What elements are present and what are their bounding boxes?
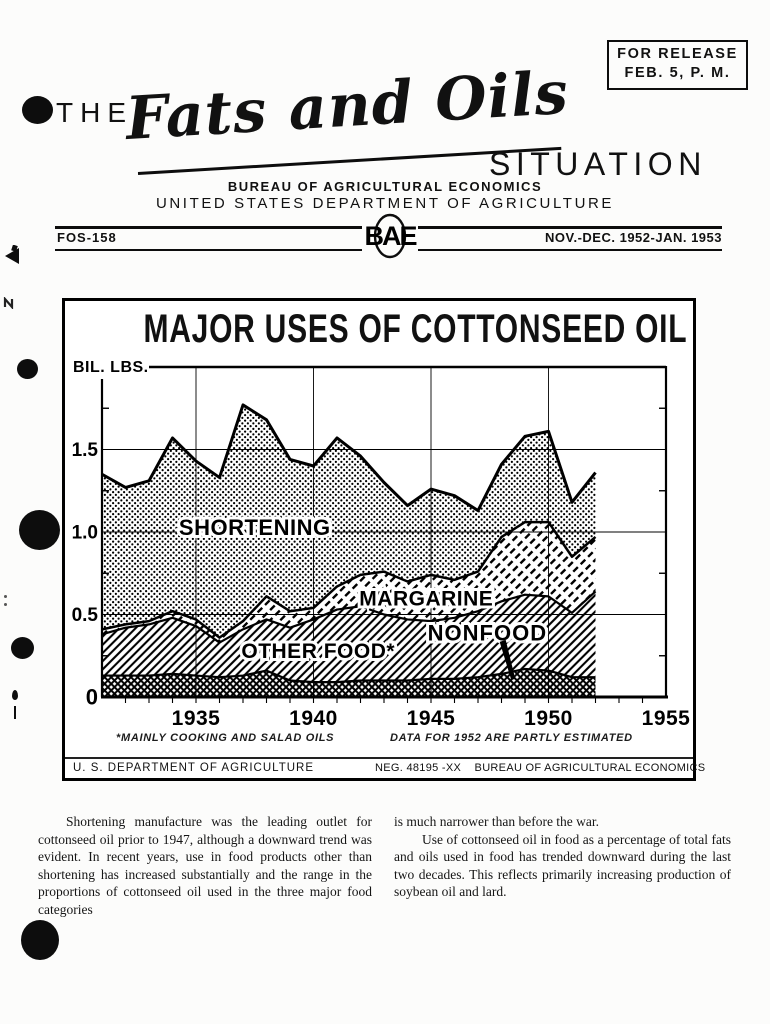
svg-text:OTHER FOOD*: OTHER FOOD* xyxy=(241,640,395,663)
speck xyxy=(4,595,7,598)
release-line-1: FOR RELEASE xyxy=(617,46,738,62)
svg-text:1940: 1940 xyxy=(289,707,338,730)
body-column-right: is much narrower than before the war. Us… xyxy=(394,813,731,901)
issue-number: FOS-158 xyxy=(57,230,117,245)
chart-title: MAJOR USES OF COTTONSEED OIL xyxy=(143,307,688,351)
svg-text:SHORTENING: SHORTENING xyxy=(179,515,331,540)
masthead-script-title: Fats and Oils xyxy=(123,57,571,153)
svg-text:BIL. LBS.: BIL. LBS. xyxy=(73,359,149,376)
body-column-left: Shortening manufacture was the leading o… xyxy=(38,813,372,919)
margin-scribble-mark xyxy=(3,297,14,309)
chart-footnote-right: DATA FOR 1952 ARE PARTLY ESTIMATED xyxy=(390,732,633,744)
release-box: FOR RELEASE FEB. 5, P. M. xyxy=(607,40,748,90)
comma-mark xyxy=(12,690,18,700)
svg-text:1.5: 1.5 xyxy=(72,440,99,461)
svg-text:BAE: BAE xyxy=(364,221,416,251)
bae-monogram: BAE xyxy=(362,212,418,261)
svg-text:0: 0 xyxy=(86,685,98,710)
bureau-line: BUREAU OF AGRICULTURAL ECONOMICS xyxy=(227,179,543,194)
ink-dot xyxy=(17,359,38,379)
svg-text:NONFOOD: NONFOOD xyxy=(428,620,547,645)
dash-mark xyxy=(14,706,16,719)
chart-footer-left: U. S. DEPARTMENT OF AGRICULTURE xyxy=(73,762,315,774)
svg-text:1955: 1955 xyxy=(642,707,691,730)
masthead-the: THE xyxy=(56,97,133,128)
punch-hole-dot xyxy=(19,510,60,550)
masthead-situation: SITUATION xyxy=(489,146,707,182)
svg-text:MARGARINE: MARGARINE xyxy=(359,587,493,610)
bae-monogram-icon: BAE xyxy=(364,213,418,259)
chart-footer-right: NEG. 48195 -XX BUREAU OF AGRICULTURAL EC… xyxy=(375,762,706,774)
punch-hole-dot xyxy=(21,920,59,960)
svg-text:1945: 1945 xyxy=(407,707,456,730)
department-line: UNITED STATES DEPARTMENT OF AGRICULTURE xyxy=(155,195,615,212)
svg-text:1935: 1935 xyxy=(172,707,221,730)
chart-footnote-left: *MAINLY COOKING AND SALAD OILS xyxy=(116,732,335,744)
cottonseed-uses-chart: 0 0.5 1.0 1.5 1935 1940 1945 1950 1955 BIL. LBS. S… xyxy=(72,359,691,730)
svg-text:1.0: 1.0 xyxy=(72,523,98,544)
chart-footer-rule xyxy=(65,757,693,759)
svg-text:0.5: 0.5 xyxy=(72,605,99,626)
margin-arrow-mark xyxy=(5,245,19,264)
body-paragraph: Shortening manufacture was the leading o… xyxy=(38,814,372,917)
speck xyxy=(4,603,7,606)
ink-dot xyxy=(11,637,34,659)
body-paragraph: is much narrower than before the war. xyxy=(394,814,600,829)
body-paragraph: Use of cottonseed oil in food as a perce… xyxy=(394,831,731,900)
punch-hole-dot xyxy=(22,96,53,124)
release-line-2: FEB. 5, P. M. xyxy=(624,65,731,81)
issue-dates: NOV.-DEC. 1952-JAN. 1953 xyxy=(545,230,722,245)
chart-card: MAJOR USES OF COTTONSEED OIL 0 0.5 1.0 1.5 1… xyxy=(62,298,706,781)
svg-text:1950: 1950 xyxy=(524,707,573,730)
